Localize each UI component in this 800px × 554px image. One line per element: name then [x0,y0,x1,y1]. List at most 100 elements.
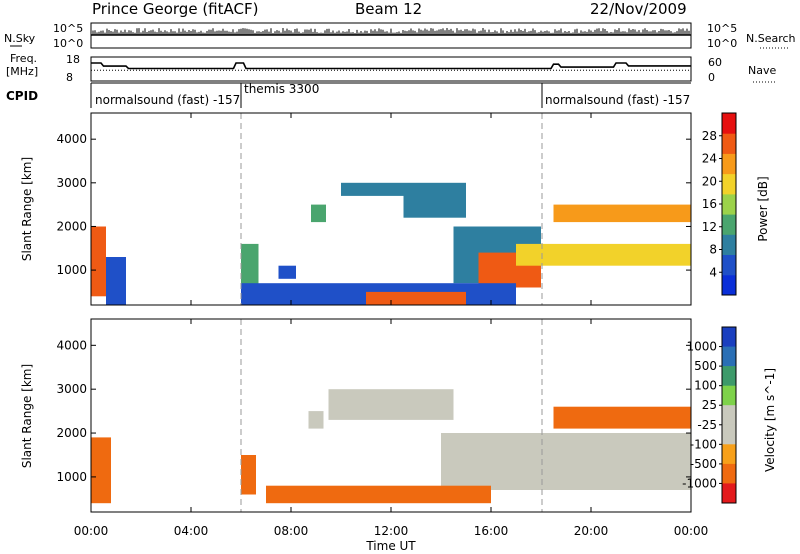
nsky-label: N.Sky [4,32,36,45]
velocity-colorbar-swatch [722,405,736,426]
power-colorbar-label: 20 [702,174,717,188]
power-colorbar-swatch [722,254,736,276]
echo-region [266,485,491,504]
echo-region [241,455,256,495]
power-colorbar-swatch [722,153,736,175]
x-tick-label: 16:00 [474,524,509,538]
power-colorbar-title: Power [dB] [756,176,770,241]
power-colorbar-swatch [722,234,736,255]
y-tick-label: 2000 [56,219,87,233]
echo-region [311,204,326,223]
velocity-colorbar-label: -500 [690,457,717,471]
echo-region [91,226,106,297]
velocity-colorbar-frame [721,326,737,504]
velocity-colorbar-swatch [722,327,736,348]
echo-region [553,204,691,223]
nave-label: Nave [748,64,776,77]
y-tick-label: 4000 [56,132,87,146]
nsky-series [91,28,692,36]
nsearch-tick-bottom: 10^0 [707,37,737,50]
power-colorbar-label: 12 [702,220,717,234]
cpid-segment-2: themis 3300 [244,82,319,96]
echo-region [308,411,324,429]
power-colorbar-label: 8 [709,243,717,257]
echo-region [328,389,454,420]
y-tick-label: 2000 [56,426,87,440]
velocity-colorbar-label: 100 [694,379,717,393]
velocity-colorbar-label: 25 [702,398,717,412]
velocity-colorbar-label: -100 [690,437,717,451]
y-tick-label: 3000 [56,176,87,190]
velocity-y-axis-title: Slant Range [km] [20,364,34,468]
nave-tick-top: 60 [708,56,722,69]
x-tick-label: 20:00 [574,524,609,538]
nave-tick-bottom: 0 [708,71,715,84]
velocity-colorbar-swatch [722,424,736,445]
velocity-colorbar-label: -1000 [682,476,717,490]
velocity-panel: Slant Range [km] 1000 2000 3000 4000 1000 50… [20,318,777,513]
nsky-tick-top: 10^5 [53,22,83,35]
velocity-colorbar: 1000 500 100 25 -25 -100 -500 -1000 [682,326,737,504]
power-heatmap [91,182,691,305]
freq-label: Freq. [10,52,37,65]
freq-tick-top: 18 [66,53,80,66]
velocity-heatmap [91,389,691,504]
beam-title: Beam 12 [355,0,422,18]
echo-region [403,182,466,218]
power-colorbar-swatch [722,133,736,154]
velocity-y-axis: 1000 2000 3000 4000 [56,338,691,484]
power-y-axis-title: Slant Range [km] [20,157,34,261]
power-colorbar-label: 28 [702,129,717,143]
x-tick-label: 00:00 [674,524,709,538]
freq-tick-bottom: 8 [66,71,73,84]
echo-region [106,257,126,305]
velocity-colorbar-label: 500 [694,359,717,373]
echo-region [278,265,296,279]
y-tick-label: 3000 [56,382,87,396]
echo-region [91,437,111,504]
cpid-segment-1: normalsound (fast) -157 [95,93,240,107]
power-colorbar-swatch [722,274,736,296]
y-tick-label: 1000 [56,263,87,277]
y-tick-label: 4000 [56,338,87,352]
freq-series [91,62,691,70]
velocity-colorbar-label: 1000 [686,340,717,354]
power-colorbar-swatch [722,214,736,235]
date-title: 22/Nov/2009 [590,0,687,18]
station-title: Prince George (fitACF) [92,0,258,18]
velocity-colorbar-swatch [722,463,736,484]
echo-region [341,182,404,196]
cpid-segment-3: normalsound (fast) -157 [545,93,690,107]
velocity-colorbar-swatch [722,385,736,406]
velocity-colorbar-swatch [722,366,736,387]
freq-unit-label: [MHz] [6,65,38,78]
velocity-colorbar-title: Velocity [m s^-1] [763,368,777,472]
x-tick-label: 04:00 [174,524,209,538]
x-tick-label: 12:00 [374,524,409,538]
power-colorbar-swatch [722,113,736,134]
power-colorbar-label: 16 [702,197,717,211]
power-colorbar-label: 24 [702,152,717,166]
nsky-tick-bottom: 10^0 [53,37,83,50]
cpid-label: CPID [6,89,38,103]
x-axis-title: Time UT [365,539,416,553]
power-panel: Slant Range [km] 1000 2000 3000 4000 4 8 12 16… [20,112,770,306]
power-colorbar: 4 8 12 16 20 24 28 [702,112,737,296]
nsky-panel: N.Sky 10^5 10^0 N.Search 10^5 10^0 [4,22,796,50]
velocity-colorbar-label: -25 [697,418,717,432]
echo-region [441,433,691,490]
x-tick-label: 08:00 [274,524,309,538]
nsearch-label: N.Search [746,32,796,45]
y-tick-label: 1000 [56,470,87,484]
echo-region [553,406,691,429]
x-tick-label: 00:00 [74,524,109,538]
power-colorbar-swatch [722,193,736,215]
power-y-axis: 1000 2000 3000 4000 [56,132,691,277]
velocity-colorbar-swatch [722,483,736,504]
velocity-colorbar-swatch [722,346,736,367]
echo-region [241,243,259,288]
power-colorbar-swatch [722,173,736,195]
echo-region [366,291,466,305]
echo-region [516,243,691,266]
